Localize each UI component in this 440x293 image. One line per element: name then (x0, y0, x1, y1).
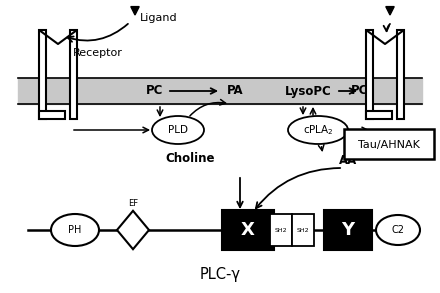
Ellipse shape (288, 116, 348, 144)
Text: LysoPC: LysoPC (285, 84, 331, 98)
Text: Tau/AHNAK: Tau/AHNAK (358, 140, 420, 150)
Bar (222, 210, 274, 250)
Ellipse shape (51, 214, 99, 246)
Polygon shape (117, 211, 149, 249)
Bar (40, 111, 65, 119)
Text: PC: PC (147, 84, 164, 98)
Text: PC: PC (351, 84, 369, 98)
Bar (292, 214, 314, 246)
Text: Ligand: Ligand (140, 13, 178, 23)
Text: SH2: SH2 (275, 227, 287, 233)
Bar (367, 30, 373, 119)
Text: AA: AA (339, 154, 357, 166)
Text: EF: EF (128, 199, 138, 208)
Text: Y: Y (341, 221, 355, 239)
Polygon shape (386, 7, 394, 15)
Polygon shape (131, 7, 139, 15)
Bar (367, 111, 392, 119)
Text: PLC-γ: PLC-γ (199, 268, 241, 282)
Bar (270, 214, 292, 246)
Text: Receptor: Receptor (73, 48, 123, 58)
Text: X: X (241, 221, 255, 239)
Bar (70, 30, 77, 119)
Ellipse shape (376, 215, 420, 245)
Text: cPLA$_2$: cPLA$_2$ (303, 123, 334, 137)
Bar (40, 30, 46, 119)
Bar (324, 210, 372, 250)
Text: PLD: PLD (168, 125, 188, 135)
Text: PH: PH (68, 225, 82, 235)
Ellipse shape (152, 116, 204, 144)
Bar (18, 78, 422, 104)
Text: PA: PA (227, 84, 243, 98)
FancyBboxPatch shape (344, 129, 434, 159)
Bar (397, 30, 403, 119)
Text: Choline: Choline (165, 151, 215, 164)
Text: SH2: SH2 (297, 227, 309, 233)
Text: C2: C2 (392, 225, 404, 235)
